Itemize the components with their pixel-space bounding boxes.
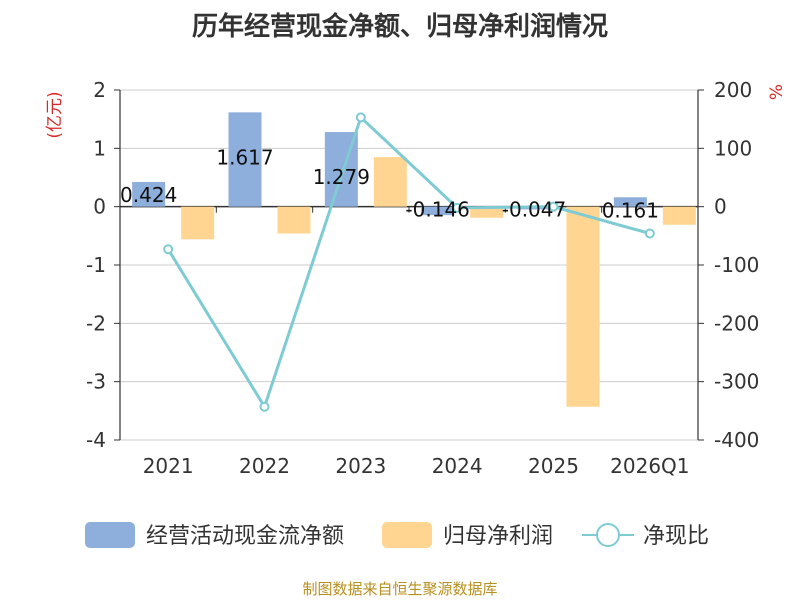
- bar-profit: [373, 157, 407, 207]
- left-tick-label: -4: [86, 428, 106, 452]
- bar-profit: [277, 206, 311, 234]
- bar-cash-flow: [228, 112, 262, 207]
- left-axis-label: (亿元): [45, 91, 65, 138]
- bar-profit: [662, 206, 696, 225]
- right-tick-label: 100: [714, 136, 752, 160]
- x-tick-label: 2024: [432, 454, 483, 478]
- bar-profit: [181, 206, 215, 240]
- x-tick-label: 2021: [143, 454, 194, 478]
- ratio-point: [548, 201, 559, 212]
- cash-flow-data-label: -0.047: [502, 198, 566, 222]
- right-tick-label: 0: [714, 195, 727, 219]
- source-note: 制图数据来自恒生聚源数据库: [302, 580, 498, 598]
- chart-title: 历年经营现金净额、归母净利润情况: [191, 12, 608, 42]
- right-tick-label: -400: [714, 428, 759, 452]
- ratio-point: [452, 202, 463, 213]
- legend-label-cash-flow: 经营活动现金流净额: [146, 524, 344, 549]
- x-tick-label: 2026Q1: [610, 454, 689, 478]
- legend-swatch-profit: [382, 522, 432, 548]
- x-tick-label: 2022: [239, 454, 290, 478]
- cash-flow-data-label: 0.424: [120, 183, 177, 207]
- left-tick-label: 2: [93, 78, 106, 102]
- x-tick-label: 2023: [335, 454, 386, 478]
- ratio-point: [259, 401, 270, 412]
- left-tick-label: 0: [93, 195, 106, 219]
- cash-flow-data-label: -0.146: [405, 198, 469, 222]
- right-tick-label: -100: [714, 253, 759, 277]
- legend-label-profit: 归母净利润: [443, 524, 553, 549]
- bar-cash-flow: [132, 181, 166, 207]
- ratio-line: [166, 114, 651, 411]
- ratio-point: [644, 228, 655, 239]
- legend-swatch-cash-flow: [85, 522, 135, 548]
- left-tick-label: 1: [93, 136, 106, 160]
- cash-flow-data-label: 1.617: [216, 145, 273, 169]
- right-tick-label: -300: [714, 370, 759, 394]
- right-axis-label: %: [767, 84, 787, 100]
- x-tick-label: 2025: [528, 454, 579, 478]
- cash-flow-data-label: 1.279: [313, 165, 370, 189]
- right-tick-label: -200: [714, 311, 759, 335]
- ratio-point: [355, 112, 366, 123]
- bar-cash-flow: [421, 206, 455, 216]
- cash-flow-data-label: 0.161: [602, 198, 659, 222]
- legend-label-ratio: 净现比: [643, 524, 709, 549]
- left-tick-label: -1: [86, 253, 106, 277]
- bar-profit: [470, 206, 504, 218]
- bar-cash-flow: [613, 197, 647, 207]
- ratio-point: [163, 244, 174, 255]
- bar-profit: [566, 206, 600, 407]
- left-tick-label: -3: [86, 370, 106, 394]
- left-tick-label: -2: [86, 311, 106, 335]
- legend-marker-ratio: [596, 523, 620, 547]
- right-tick-label: 200: [714, 78, 752, 102]
